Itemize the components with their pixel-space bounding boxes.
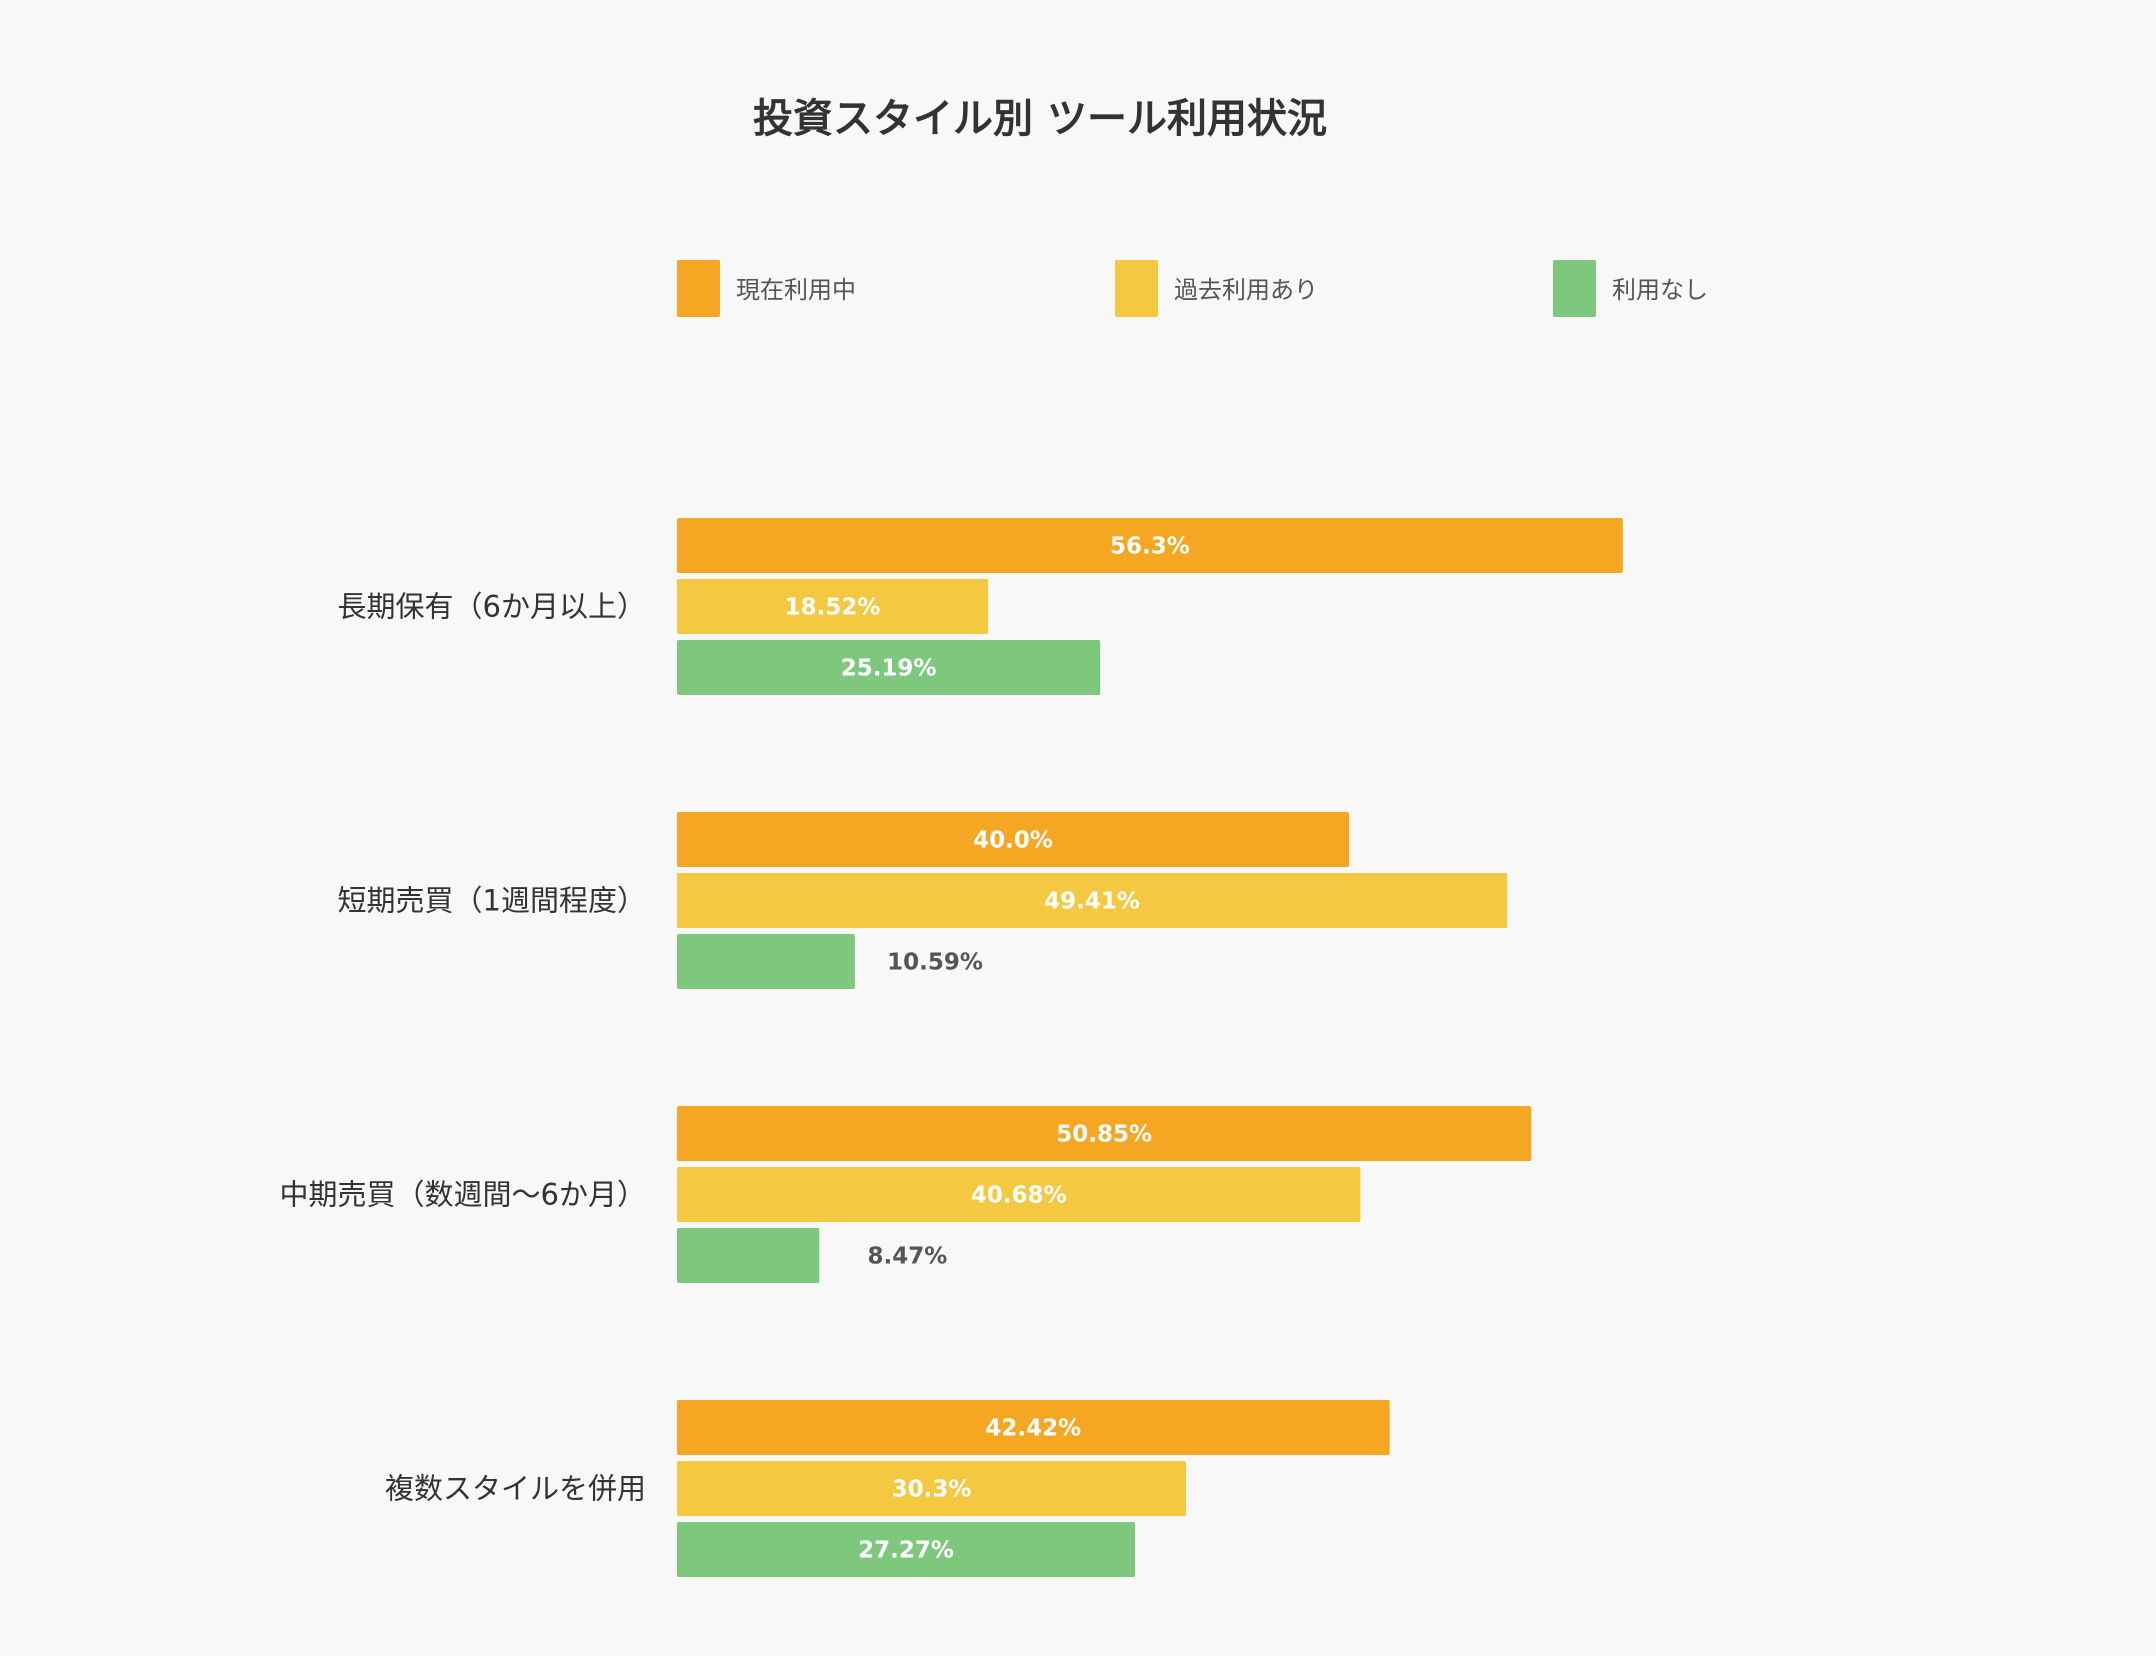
bar-1-1 <box>677 518 1623 573</box>
value-label-4-3: 27.27% <box>858 1538 954 1564</box>
bar-1-3 <box>677 640 1101 695</box>
value-label-3-2: 40.68% <box>971 1183 1067 1209</box>
bar-4-2 <box>677 1461 1187 1516</box>
bar-3-2 <box>677 1167 1361 1222</box>
legend-swatch-2 <box>1115 260 1158 317</box>
bar-1-2 <box>677 579 989 634</box>
bar-2-1 <box>677 812 1349 867</box>
legend-swatch-3 <box>1553 260 1596 317</box>
bar-3-1 <box>677 1106 1532 1161</box>
value-labels: 56.3% 18.52% 25.19% 40.0% 49.41% 10.59% 50.85%… <box>785 534 1190 1564</box>
value-label-2-3: 10.59% <box>887 950 983 976</box>
category-labels: 長期保有（6か月以上） 短期売買（1週間程度） 中期売買（数週間〜6か月） 複数スタイ… <box>280 590 646 1506</box>
legend-swatch-1 <box>677 260 720 317</box>
value-label-4-2: 30.3% <box>892 1477 972 1503</box>
value-label-2-2: 49.41% <box>1044 889 1140 915</box>
value-label-1-3: 25.19% <box>841 656 937 682</box>
value-label-1-2: 18.52% <box>785 595 881 621</box>
chart-title: 投資スタイル別 ツール利用状況 <box>753 96 1327 142</box>
value-label-1-1: 56.3% <box>1110 534 1190 560</box>
legend-label-3: 利用なし <box>1612 276 1708 304</box>
bars <box>677 518 1623 1577</box>
category-label-2: 短期売買（1週間程度） <box>338 884 646 918</box>
bar-4-1 <box>677 1400 1390 1455</box>
bar-4-3 <box>677 1522 1136 1577</box>
category-label-4: 複数スタイルを併用 <box>385 1472 646 1506</box>
bar-2-2 <box>677 873 1508 928</box>
legend-label-2: 過去利用あり <box>1174 276 1318 304</box>
category-label-1: 長期保有（6か月以上） <box>338 590 646 624</box>
value-label-3-3: 8.47% <box>867 1244 947 1270</box>
value-label-3-1: 50.85% <box>1056 1122 1152 1148</box>
legend: 現在利用中 過去利用あり 利用なし <box>677 260 1708 317</box>
bar-3-3 <box>677 1228 820 1283</box>
bar-2-3 <box>677 934 855 989</box>
category-label-3: 中期売買（数週間〜6か月） <box>280 1178 646 1212</box>
value-label-2-1: 40.0% <box>973 828 1053 854</box>
legend-label-1: 現在利用中 <box>736 276 856 304</box>
value-label-4-1: 42.42% <box>985 1416 1081 1442</box>
